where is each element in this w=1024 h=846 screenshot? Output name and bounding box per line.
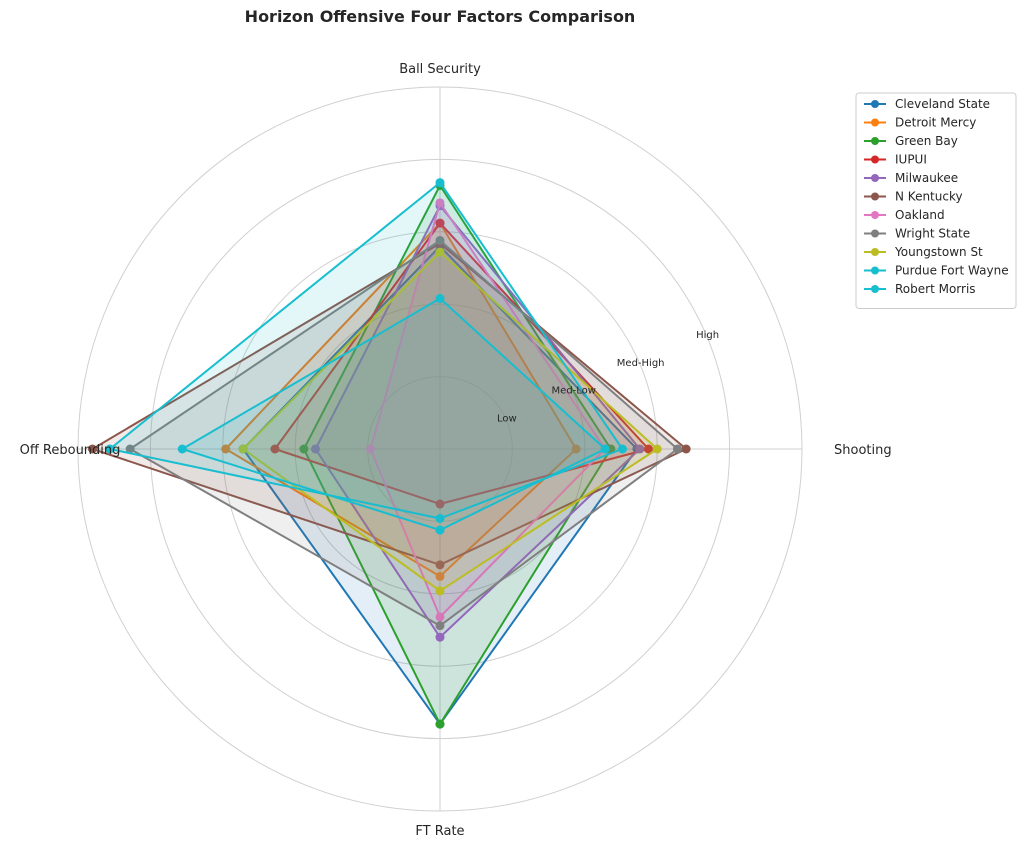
data-point xyxy=(435,499,445,509)
data-point xyxy=(435,198,445,208)
axis-label: FT Rate xyxy=(415,824,464,839)
legend-item: Detroit Mercy xyxy=(864,116,976,130)
ring-labels: Low Med-Low Med-High High xyxy=(497,330,719,424)
data-point xyxy=(600,444,610,454)
legend-box xyxy=(855,92,1017,309)
ring-label: High xyxy=(696,330,719,341)
data-point xyxy=(365,444,375,454)
series-oakland xyxy=(365,198,610,622)
data-point xyxy=(435,586,445,596)
legend-swatch-marker xyxy=(871,248,879,256)
ring-label: Med-Low xyxy=(552,386,596,397)
data-point xyxy=(435,525,445,535)
legend-item: Milwaukee xyxy=(864,171,958,185)
data-point xyxy=(105,444,115,454)
data-point xyxy=(652,444,662,454)
data-point xyxy=(299,444,309,454)
legend-swatch-marker xyxy=(871,192,879,201)
data-point xyxy=(435,247,445,257)
data-point xyxy=(177,444,187,454)
data-point xyxy=(435,621,445,631)
data-point xyxy=(435,293,445,303)
legend-label: IUPUI xyxy=(895,153,927,167)
legend-label: N Kentucky xyxy=(895,190,963,204)
legend-label: Milwaukee xyxy=(895,171,958,185)
data-point xyxy=(435,235,445,245)
legend-swatch-marker xyxy=(871,118,879,127)
series-purdue-fort-wayne xyxy=(105,178,627,524)
data-point xyxy=(435,632,445,642)
data-point xyxy=(270,444,280,454)
axis-label: Shooting xyxy=(834,443,892,458)
data-point xyxy=(435,514,445,524)
axis-label: Ball Security xyxy=(399,62,481,77)
series-layer xyxy=(87,178,691,729)
legend-item: N Kentucky xyxy=(864,190,963,204)
data-point xyxy=(125,444,135,454)
legend-label: Cleveland State xyxy=(895,97,990,111)
data-point xyxy=(617,444,627,454)
legend-item: Wright State xyxy=(864,227,970,241)
legend-item: Oakland xyxy=(864,208,945,222)
data-point xyxy=(681,444,691,454)
ring-label: Low xyxy=(497,413,517,424)
data-point xyxy=(87,444,97,454)
legend-swatch-marker xyxy=(871,266,879,275)
legend-label: Robert Morris xyxy=(895,282,976,296)
legend-label: Green Bay xyxy=(895,134,958,148)
legend-label: Wright State xyxy=(895,227,970,241)
data-point xyxy=(644,444,654,454)
data-point xyxy=(221,444,231,454)
legend-swatch-marker xyxy=(871,174,879,182)
series-robert-morris xyxy=(177,293,610,535)
series-youngstown-st xyxy=(238,247,662,596)
data-point xyxy=(435,571,445,581)
data-point xyxy=(238,444,248,454)
legend-label: Youngstown St xyxy=(894,245,983,259)
data-point xyxy=(435,178,445,188)
legend-swatch-marker xyxy=(871,229,879,238)
data-point xyxy=(435,560,445,570)
axis-labels: Shooting Ball Security Off Rebounding FT Ra… xyxy=(20,62,892,839)
data-point xyxy=(571,444,581,454)
legend-item: Robert Morris xyxy=(864,282,976,296)
legend-item: Green Bay xyxy=(864,134,958,148)
legend-item: IUPUI xyxy=(864,153,927,167)
legend-label: Detroit Mercy xyxy=(895,116,976,130)
legend-swatch-marker xyxy=(871,211,879,219)
legend-item: Youngstown St xyxy=(864,245,983,259)
data-point xyxy=(435,218,445,228)
data-point xyxy=(635,444,645,454)
legend: Cleveland State Detroit Mercy Green Bay IUP… xyxy=(855,92,1017,309)
legend-swatch-marker xyxy=(871,285,879,293)
data-point xyxy=(435,612,445,622)
legend-label: Oakland xyxy=(895,208,945,222)
axis-label: Off Rebounding xyxy=(20,443,121,458)
legend-item: Purdue Fort Wayne xyxy=(864,264,1009,278)
ring-label: Med-High xyxy=(617,358,665,369)
legend-label: Purdue Fort Wayne xyxy=(895,264,1009,278)
legend-swatch-marker xyxy=(871,155,879,164)
data-point xyxy=(310,444,320,454)
series-iupui xyxy=(270,218,654,509)
chart-title: Horizon Offensive Four Factors Compariso… xyxy=(245,7,636,26)
series-wright-state xyxy=(125,235,682,631)
data-point xyxy=(672,444,682,454)
legend-swatch-marker xyxy=(871,100,879,108)
legend-item: Cleveland State xyxy=(864,97,990,111)
data-point xyxy=(435,719,445,729)
legend-swatch-marker xyxy=(871,137,879,145)
